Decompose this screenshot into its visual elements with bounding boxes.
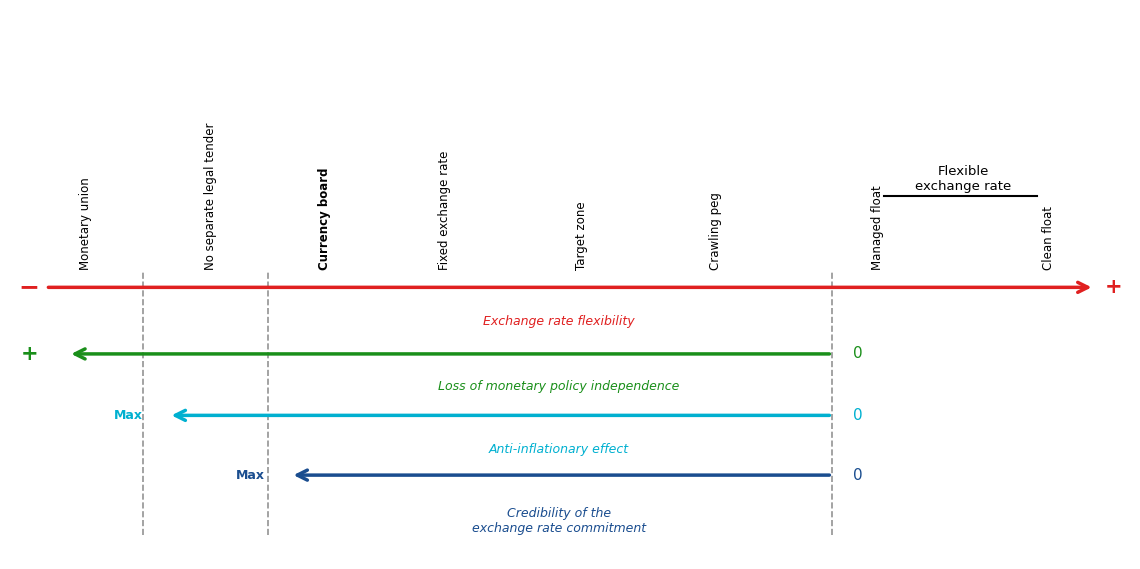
Text: Monetary union: Monetary union	[79, 178, 92, 270]
Text: +: +	[21, 344, 39, 364]
Text: Anti-inflationary effect: Anti-inflationary effect	[489, 443, 628, 456]
Text: No separate legal tender: No separate legal tender	[204, 123, 218, 270]
Text: Crawling peg: Crawling peg	[709, 192, 723, 270]
Text: Fixed exchange rate: Fixed exchange rate	[438, 151, 451, 270]
Text: Credibility of the
exchange rate commitment: Credibility of the exchange rate commitm…	[472, 506, 645, 535]
Text: 0: 0	[853, 408, 862, 423]
Text: Exchange rate flexibility: Exchange rate flexibility	[482, 315, 635, 328]
Text: Loss of monetary policy independence: Loss of monetary policy independence	[438, 381, 679, 393]
Text: Max: Max	[236, 469, 264, 481]
Text: Clean float: Clean float	[1042, 207, 1056, 270]
Text: Flexible
exchange rate: Flexible exchange rate	[915, 166, 1011, 193]
Text: Currency board: Currency board	[318, 168, 332, 270]
Text: 0: 0	[853, 347, 862, 361]
Text: 0: 0	[853, 468, 862, 483]
Text: −: −	[18, 275, 39, 299]
Text: Max: Max	[114, 409, 142, 422]
Text: Target zone: Target zone	[575, 201, 588, 270]
Text: Managed float: Managed float	[871, 185, 885, 270]
Text: +: +	[1105, 277, 1123, 298]
